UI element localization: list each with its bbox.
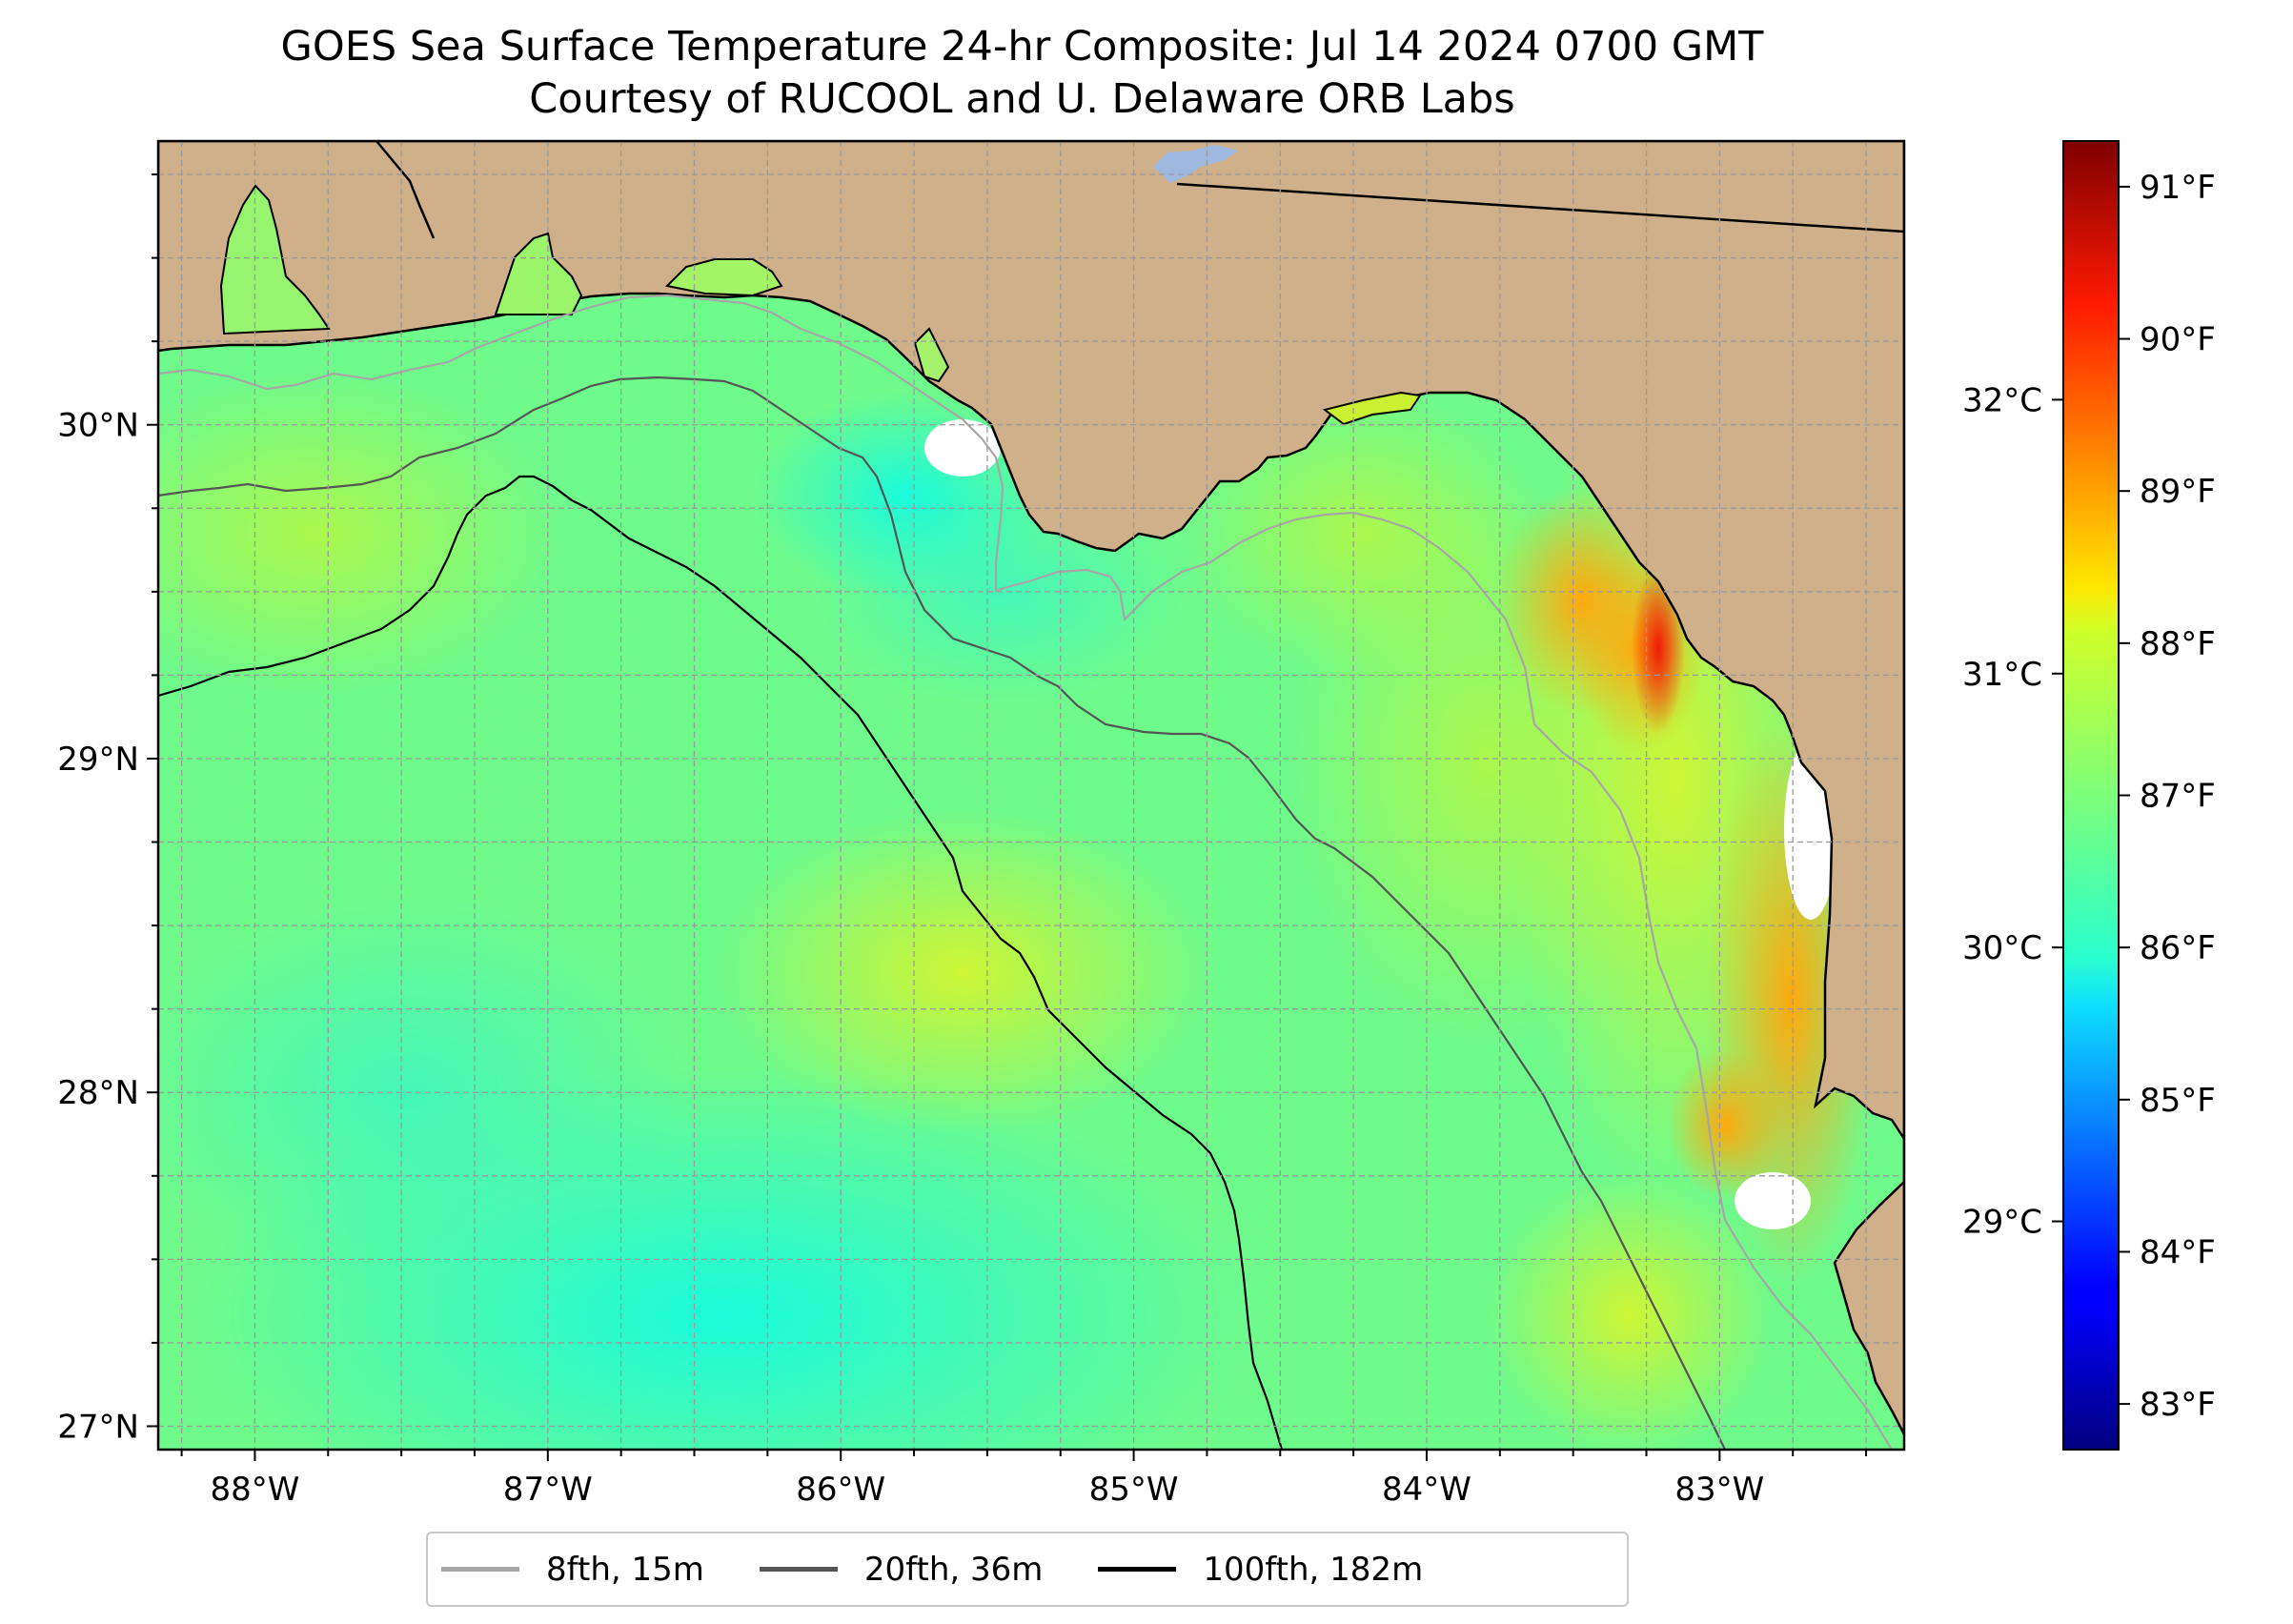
map-title: GOES Sea Surface Temperature 24-hr Compo…: [0, 21, 2044, 126]
contour-legend: 8fth, 15m 20fth, 36m 100fth, 182m: [426, 1532, 1629, 1607]
legend-label-15m: 8fth, 15m: [546, 1550, 704, 1589]
lon-tick-label: 88°W: [210, 1471, 299, 1509]
latitude-axis: 27°N 28°N 29°N 30°N: [57, 173, 158, 1446]
state-border: [1176, 182, 1904, 233]
colorbar-c-label: 31°C: [1962, 656, 2042, 694]
map-frame: [156, 139, 1906, 1451]
colorbar-celsius-axis: 29°C 30°C 31°C 32°C: [1962, 381, 2063, 1242]
contour-182m: [158, 475, 1284, 1450]
colorbar-f-label: 85°F: [2140, 1082, 2216, 1120]
colorbar-c-label: 29°C: [1962, 1204, 2042, 1242]
colorbar-f-label: 87°F: [2140, 778, 2216, 816]
lat-tick-label: 27°N: [57, 1408, 139, 1446]
colorbar-f-label: 90°F: [2140, 321, 2216, 359]
lat-tick-label: 30°N: [57, 407, 139, 445]
legend-item-15m: 8fth, 15m: [441, 1551, 704, 1589]
sst-field: [158, 141, 1904, 1450]
colorbar-f-label: 86°F: [2140, 929, 2216, 967]
title-line-1: GOES Sea Surface Temperature 24-hr Compo…: [280, 23, 1764, 71]
legend-label-182m: 100fth, 182m: [1203, 1550, 1424, 1589]
lat-tick-label: 28°N: [57, 1074, 139, 1112]
colorbar-f-label: 83°F: [2140, 1386, 2216, 1424]
title-line-2: Courtesy of RUCOOL and U. Delaware ORB L…: [529, 75, 1515, 123]
graticule: [158, 141, 1904, 1450]
contour-36m: [158, 376, 1726, 1450]
legend-label-36m: 20fth, 36m: [863, 1550, 1044, 1589]
colorbar-f-label: 88°F: [2140, 625, 2216, 663]
legend-swatch-182m: [1098, 1567, 1177, 1572]
land-mass: [158, 141, 1904, 1435]
legend-item-182m: 100fth, 182m: [1098, 1551, 1423, 1589]
legend-swatch-15m: [441, 1567, 519, 1572]
colorbar-c-label: 32°C: [1962, 381, 2042, 419]
colorbar-fahrenheit-axis: 83°F 84°F 85°F 86°F 87°F 88°F 89°F 90°F 91°F: [2119, 169, 2216, 1424]
lake: [1153, 145, 1239, 183]
colorbar-f-label: 91°F: [2140, 169, 2216, 207]
colorbar-f-label: 89°F: [2140, 473, 2216, 511]
lon-tick-label: 84°W: [1382, 1471, 1471, 1509]
colorbar-f-label: 84°F: [2140, 1233, 2216, 1271]
contour-15m: [158, 294, 1893, 1450]
lat-tick-label: 29°N: [57, 741, 139, 779]
lon-tick-label: 86°W: [796, 1471, 885, 1509]
legend-item-36m: 20fth, 36m: [759, 1550, 1044, 1589]
lon-tick-label: 83°W: [1674, 1471, 1764, 1509]
legend-swatch-36m: [759, 1567, 838, 1572]
colorbar: [2062, 140, 2120, 1451]
longitude-axis: 88°W 87°W 86°W 85°W 84°W 83°W: [180, 1450, 1868, 1509]
lon-tick-label: 85°W: [1089, 1471, 1179, 1509]
lon-tick-label: 87°W: [503, 1471, 593, 1509]
colorbar-c-label: 30°C: [1962, 929, 2042, 967]
